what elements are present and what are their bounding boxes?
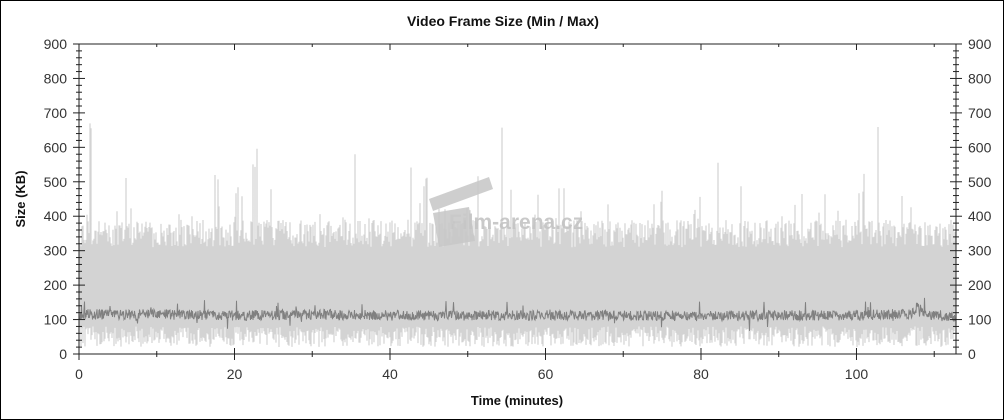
y-tick-label-right: 500: [968, 174, 992, 190]
y-tick-label-left: 900: [44, 36, 68, 52]
y-tick-label-left: 800: [44, 70, 68, 86]
y-tick-label-left: 500: [44, 174, 68, 190]
x-tick-label: 100: [845, 366, 869, 382]
y-tick-label-right: 400: [968, 208, 992, 224]
min-series-line: [79, 297, 956, 331]
x-tick-label: 20: [227, 366, 243, 382]
y-tick-label-right: 200: [968, 277, 992, 293]
clapper-body-icon: [433, 207, 475, 247]
clapper-top-icon: [429, 177, 493, 211]
plot-area: [79, 123, 956, 347]
y-tick-label-right: 700: [968, 105, 992, 121]
y-tick-label-left: 300: [44, 243, 68, 259]
watermark-text: Film-arena.cz: [449, 211, 583, 234]
x-axis-label: Time (minutes): [471, 393, 563, 408]
watermark-logo: Film-arena.cz: [429, 177, 583, 247]
y-tick-label-right: 800: [968, 70, 992, 86]
x-tick-label: 0: [75, 366, 83, 382]
y-axis-label: Size (KB): [13, 170, 28, 227]
y-tick-label-right: 600: [968, 139, 992, 155]
x-tick-label: 80: [693, 366, 709, 382]
y-tick-label-left: 0: [59, 346, 67, 362]
y-tick-label-left: 600: [44, 139, 68, 155]
max-series-area: [79, 123, 956, 347]
y-tick-label-right: 300: [968, 243, 992, 259]
y-tick-label-right: 100: [968, 312, 992, 328]
y-tick-label-left: 400: [44, 208, 68, 224]
chart-title: Video Frame Size (Min / Max): [407, 13, 599, 29]
y-tick-label-left: 100: [44, 312, 68, 328]
x-tick-label: 60: [538, 366, 554, 382]
y-tick-label-left: 200: [44, 277, 68, 293]
y-tick-label-right: 0: [968, 346, 976, 362]
x-tick-label: 40: [382, 366, 398, 382]
y-tick-label-left: 700: [44, 105, 68, 121]
y-tick-label-right: 900: [968, 36, 992, 52]
